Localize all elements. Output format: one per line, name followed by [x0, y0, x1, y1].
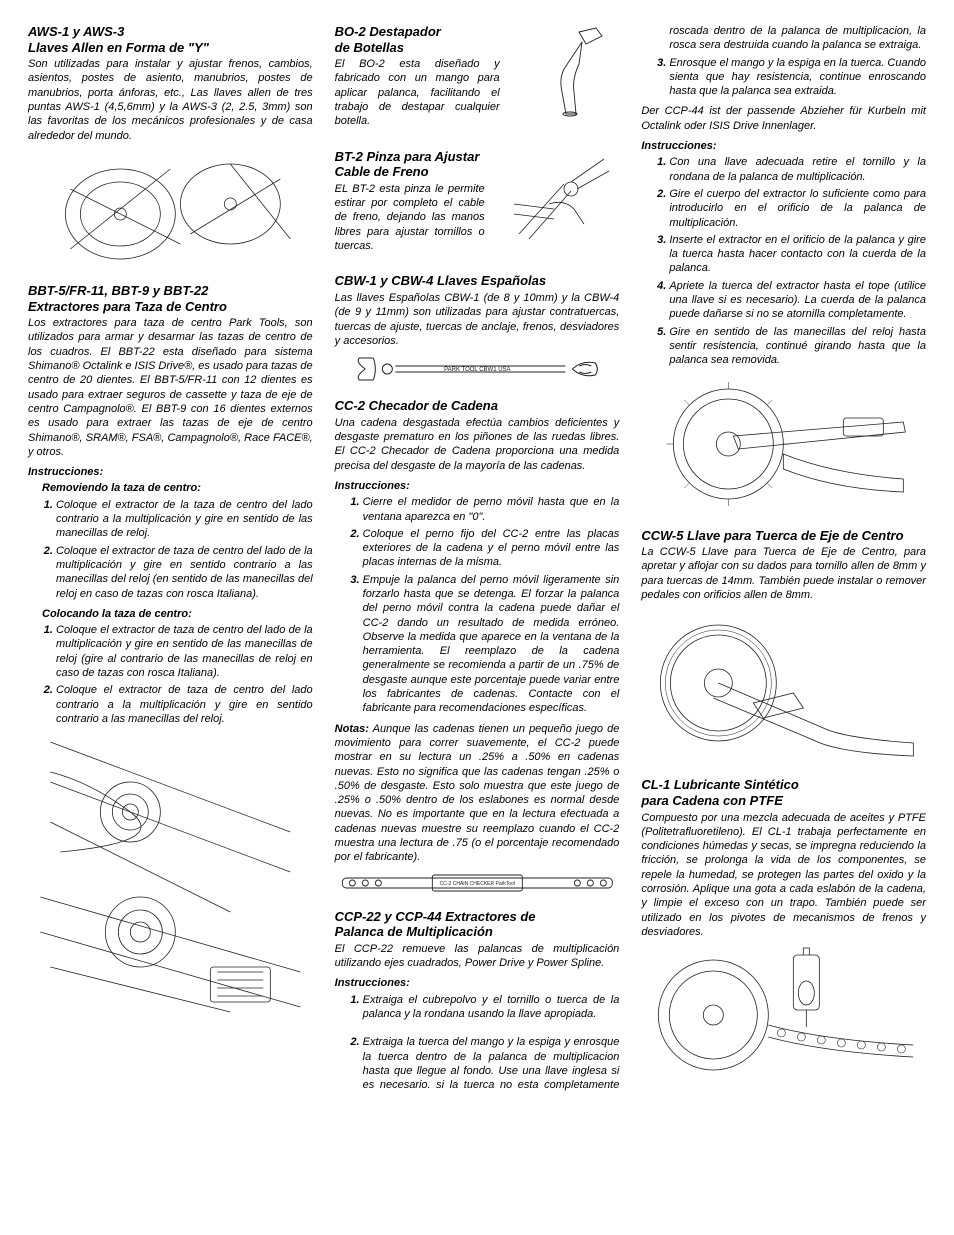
heading-line: CCP-22 y CCP-44 Extractores de [335, 909, 536, 924]
heading-line: BBT-5/FR-11, BBT-9 y BBT-22 [28, 283, 208, 298]
list-item: Coloque el perno fijo del CC-2 entre las… [363, 527, 620, 570]
figure-ccw5 [641, 608, 926, 763]
list-item: Gire el cuerpo del extractor lo suficien… [669, 187, 926, 230]
body-cc2: Una cadena desgastada efectúa cambios de… [335, 416, 620, 473]
install-label: Colocando la taza de centro: [42, 607, 313, 621]
heading-line: Llaves Allen en Forma de "Y" [28, 40, 209, 55]
section-aws: AWS-1 y AWS-3 Llaves Allen en Forma de "… [28, 24, 313, 269]
body-cl1: Compuesto por una mezcla adecuada de ace… [641, 811, 926, 940]
figure-aws [28, 149, 313, 269]
instr-label: Instrucciones: [641, 139, 926, 153]
remove-label: Removiendo la taza de centro: [42, 481, 313, 495]
list-item: Extraiga el cubrepolvo y el tornillo o t… [363, 993, 620, 1022]
list-item: Coloque el extractor de taza de centro d… [56, 544, 313, 601]
heading-cbw: CBW-1 y CBW-4 Llaves Españolas [335, 273, 620, 289]
list-item: Gire en sentido de las manecillas del re… [669, 325, 926, 368]
heading-line: CL-1 Lubricante Sintético [641, 777, 798, 792]
body-aws: Son utilizadas para instalar y ajustar f… [28, 57, 313, 143]
body-ccw5: La CCW-5 Llave para Tuerca de Eje de Cen… [641, 545, 926, 602]
page-root: AWS-1 y AWS-3 Llaves Allen en Forma de "… [28, 24, 926, 1092]
list-ccp1: Extraiga el cubrepolvo y el tornillo o t… [335, 993, 620, 1022]
section-cc2: CC-2 Checador de Cadena Una cadena desga… [335, 398, 620, 895]
heading-line: BO-2 Destapador [335, 24, 441, 39]
section-cl1: CL-1 Lubricante Sintético para Cadena co… [641, 777, 926, 1085]
chain-label: CC-2 CHAIN CHECKER ParkTool [439, 881, 514, 887]
heading-cl1: CL-1 Lubricante Sintético para Cadena co… [641, 777, 926, 808]
body-bo2: El BO-2 esta diseñado y fabricado con un… [335, 57, 500, 128]
heading-ccw5: CCW-5 Llave para Tuerca de Eje de Centro [641, 528, 926, 544]
tool-label: PARK TOOL CBW1 USA [444, 367, 510, 373]
figure-ccp-diag [641, 374, 926, 514]
section-ccw5: CCW-5 Llave para Tuerca de Eje de Centro… [641, 528, 926, 764]
section-bbt: BBT-5/FR-11, BBT-9 y BBT-22 Extractores … [28, 283, 313, 1022]
heading-line: para Cadena con PTFE [641, 793, 783, 808]
list-item: Enrosque el mango y la espiga en la tuer… [669, 56, 926, 99]
heading-line: Palanca de Multiplicación [335, 924, 493, 939]
list-item: Empuje la palanca del perno móvil ligera… [363, 573, 620, 716]
figure-cc2: CC-2 CHAIN CHECKER ParkTool [335, 871, 620, 895]
section-cbw: CBW-1 y CBW-4 Llaves Españolas Las llave… [335, 273, 620, 384]
notes-cc2: Notas: Aunque las cadenas tienen un pequ… [335, 722, 620, 865]
list-remove: Coloque el extractor de la taza de centr… [28, 498, 313, 601]
list-item: Apriete la tuerca del extractor hasta el… [669, 279, 926, 322]
heading-line: Extractores para Taza de Centro [28, 299, 227, 314]
notes-text: Aunque las cadenas tienen un pequeño jue… [335, 723, 620, 864]
body-ccp: El CCP-22 remueve las palancas de multip… [335, 942, 620, 971]
heading-line: de Botellas [335, 40, 404, 55]
section-ccp: CCP-22 y CCP-44 Extractores de Palanca d… [335, 909, 620, 1022]
list-install: Coloque el extractor de taza de centro d… [28, 623, 313, 726]
list-ccp2: Con una llave adecuada retire el tornill… [641, 155, 926, 367]
section-bt2: BT-2 Pinza para Ajustar Cable de Freno E… [335, 149, 620, 260]
body-bt2: EL BT-2 esta pinza le permite estirar po… [335, 182, 485, 253]
section-bo2: BO-2 Destapador de Botellas El BO-2 esta… [335, 24, 620, 135]
heading-line: Cable de Freno [335, 164, 429, 179]
figure-cl1 [641, 945, 926, 1085]
figure-cbw: PARK TOOL CBW1 USA [335, 354, 620, 384]
german-note: Der CCP-44 ist der passende Abzieher für… [641, 104, 926, 133]
instr-label: Instrucciones: [335, 976, 620, 990]
list-item: Cierre el medidor de perno móvil hasta q… [363, 495, 620, 524]
list-item: Inserte el extractor en el orificio de l… [669, 233, 926, 276]
list-item: Coloque el extractor de la taza de centr… [56, 498, 313, 541]
figure-bbt [28, 732, 313, 1022]
body-cbw: Las llaves Españolas CBW-1 (de 8 y 10mm)… [335, 291, 620, 348]
instr-label: Instrucciones: [28, 465, 313, 479]
heading-line: BT-2 Pinza para Ajustar [335, 149, 480, 164]
instr-label: Instrucciones: [335, 479, 620, 493]
figure-bo2 [524, 24, 619, 119]
body-bbt: Los extractores para taza de centro Park… [28, 316, 313, 459]
list-item: Con una llave adecuada retire el tornill… [669, 155, 926, 184]
heading-bbt: BBT-5/FR-11, BBT-9 y BBT-22 Extractores … [28, 283, 313, 314]
list-item: Coloque el extractor de taza de centro d… [56, 623, 313, 680]
list-cc2: Cierre el medidor de perno móvil hasta q… [335, 495, 620, 715]
heading-line: AWS-1 y AWS-3 [28, 24, 124, 39]
notes-label: Notas: [335, 723, 369, 735]
list-item: Coloque el extractor de taza de centro d… [56, 683, 313, 726]
heading-aws: AWS-1 y AWS-3 Llaves Allen en Forma de "… [28, 24, 313, 55]
figure-bt2 [509, 149, 619, 244]
heading-ccp: CCP-22 y CCP-44 Extractores de Palanca d… [335, 909, 620, 940]
heading-cc2: CC-2 Checador de Cadena [335, 398, 620, 414]
